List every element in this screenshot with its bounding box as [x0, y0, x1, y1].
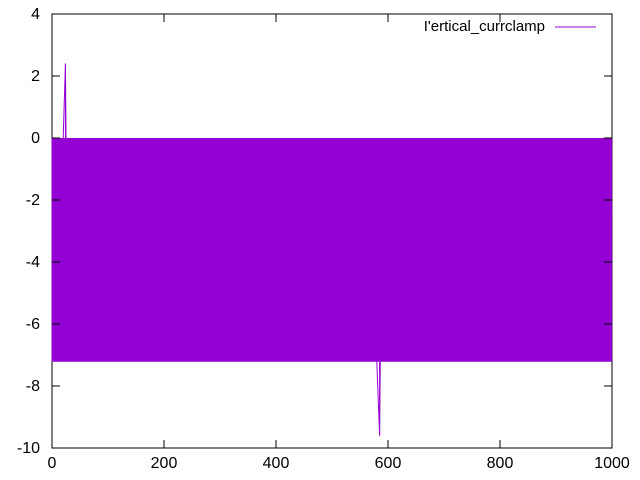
series-layer — [51, 63, 613, 436]
y-tick-label: -8 — [26, 378, 40, 395]
y-tick-label: 4 — [31, 6, 40, 23]
legend-label: I'ertical_currclamp — [424, 18, 545, 35]
x-tick-label: 600 — [375, 455, 402, 472]
y-tick-label: -2 — [26, 192, 40, 209]
x-tick-label: 1000 — [594, 455, 630, 472]
x-tick-label: 800 — [487, 455, 514, 472]
series-oscillation — [51, 138, 613, 362]
y-tick-label: -4 — [26, 254, 40, 271]
x-tick-label: 400 — [263, 455, 290, 472]
y-tick-label: -6 — [26, 316, 40, 333]
y-tick-label: -10 — [17, 440, 40, 457]
x-tick-label: 0 — [48, 455, 57, 472]
x-tick-label: 200 — [151, 455, 178, 472]
y-tick-label: 0 — [31, 130, 40, 147]
y-tick-label: 2 — [31, 68, 40, 85]
ticks-layer: 0 200 400 600 800 1000 -10 -8 -6 -4 -2 0 2 4 — [17, 6, 630, 472]
legend: I'ertical_currclamp — [424, 18, 596, 35]
